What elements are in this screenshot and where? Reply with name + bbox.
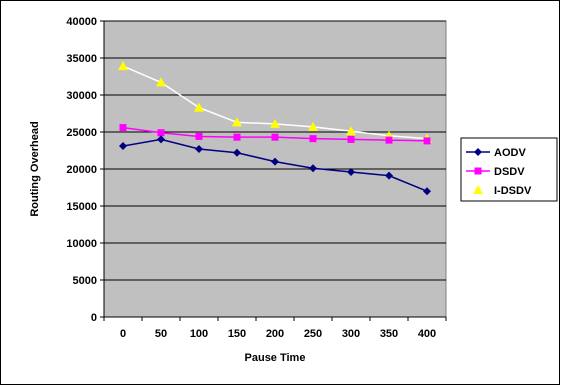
data-point-i-dsdv [308,121,318,131]
series-group [118,61,432,196]
x-tick-label: 0 [120,328,126,340]
data-point-aodv [385,171,393,180]
y-tick-label: 25000 [66,127,97,139]
data-point-i-dsdv [346,126,356,136]
data-point-dsdv [309,135,317,143]
data-point-dsdv [157,129,165,137]
x-axis-title: Pause Time [245,352,306,364]
legend-item-dsdv: DSDV [466,166,525,178]
y-tick-label: 0 [91,312,97,324]
data-point-dsdv [423,137,431,145]
data-point-dsdv [119,124,127,132]
legend-label: I-DSDV [494,185,532,197]
data-point-aodv [423,187,431,196]
data-point-i-dsdv [270,118,280,128]
x-tick-label: 400 [418,328,436,340]
x-axis-ticks: 0 50 100 150 200 250 300 350 400 [103,21,447,340]
x-tick-label: 300 [342,328,360,340]
data-point-dsdv [233,133,241,141]
legend: AODV DSDV I-DSDV [460,137,558,202]
legend-marker [473,185,483,194]
x-tick-label: 150 [228,328,246,340]
data-point-aodv [157,135,165,144]
data-point-dsdv [347,135,355,143]
data-point-aodv [347,167,355,176]
legend-label: DSDV [494,166,525,178]
x-tick-label: 100 [190,328,208,340]
data-point-aodv [195,145,203,154]
y-axis-ticks: 0 5000 10000 15000 20000 25000 30000 35000 40000 [66,16,104,324]
y-tick-label: 5000 [73,275,97,287]
x-tick-label: 200 [266,328,284,340]
y-tick-label: 15000 [66,201,97,213]
x-tick-label: 50 [155,328,167,340]
data-point-aodv [271,157,279,166]
y-tick-label: 40000 [66,16,97,28]
legend-label: AODV [494,147,526,159]
series-aodv [119,135,431,196]
x-tick-label: 250 [304,328,322,340]
series-dsdv [119,124,431,145]
data-point-dsdv [271,133,279,141]
x-tick-label: 350 [380,328,398,340]
data-point-dsdv [385,136,393,144]
legend-item-aodv: AODV [466,147,526,159]
data-point-aodv [309,164,317,173]
data-point-i-dsdv [194,102,204,112]
data-point-i-dsdv [156,77,166,87]
y-axis-title: Routing Overhead [29,121,41,216]
legend-item-i-dsdv: I-DSDV [466,185,532,197]
data-point-aodv [119,142,127,151]
data-point-aodv [233,148,241,157]
legend-marker [474,148,482,156]
legend-marker [474,167,482,175]
data-point-i-dsdv [118,61,128,71]
y-tick-label: 10000 [66,238,97,250]
y-tick-label: 20000 [66,164,97,176]
data-point-i-dsdv [232,117,242,127]
data-point-dsdv [195,132,203,140]
y-tick-label: 30000 [66,90,97,102]
y-tick-label: 35000 [66,53,97,65]
